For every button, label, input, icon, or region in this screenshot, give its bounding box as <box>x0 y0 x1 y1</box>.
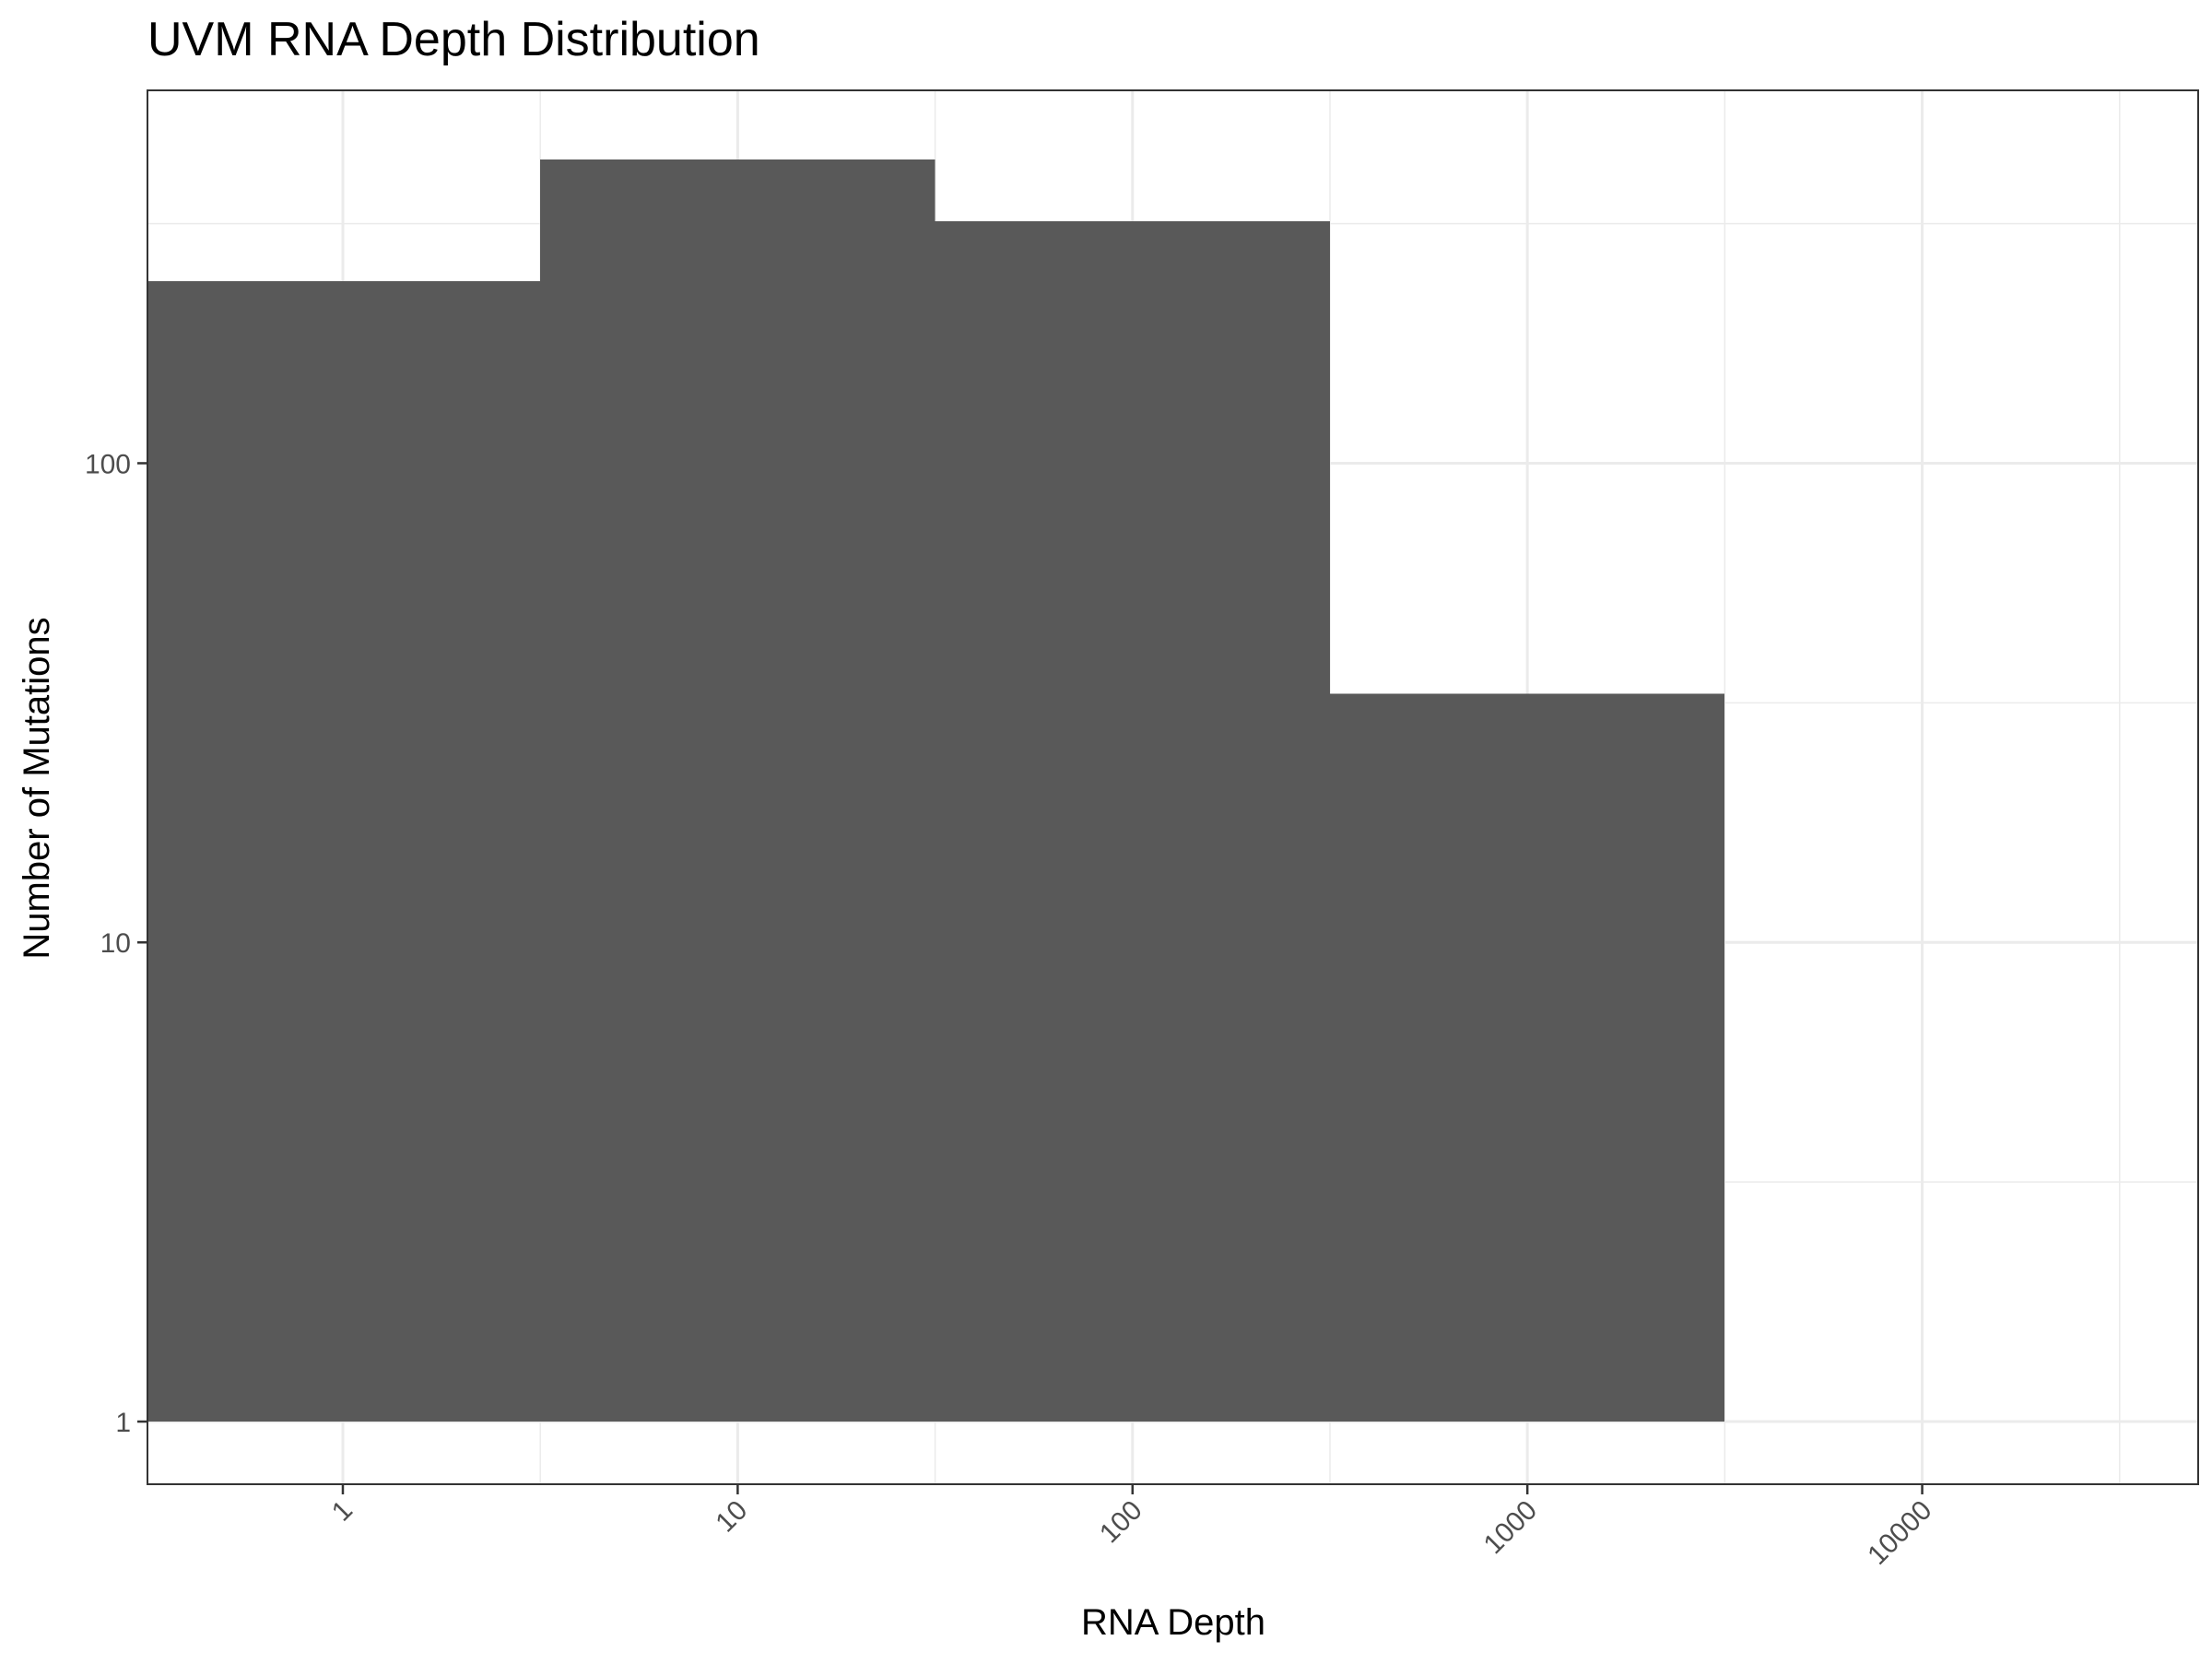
histogram-bars <box>147 159 1725 1422</box>
y-axis-title: Number of Mutations <box>17 617 57 959</box>
y-tick-label: 1 <box>115 1408 131 1438</box>
histogram-bar <box>540 159 935 1422</box>
histogram-bar <box>1329 693 1725 1422</box>
chart-title: UVM RNA Depth Distribution <box>147 13 760 66</box>
histogram-bar <box>935 220 1330 1422</box>
y-tick-label: 100 <box>85 449 131 479</box>
x-axis-title: RNA Depth <box>1081 1602 1265 1643</box>
histogram-bar <box>147 280 541 1422</box>
panel-border <box>147 89 2199 1485</box>
y-tick-label: 10 <box>100 928 131 959</box>
